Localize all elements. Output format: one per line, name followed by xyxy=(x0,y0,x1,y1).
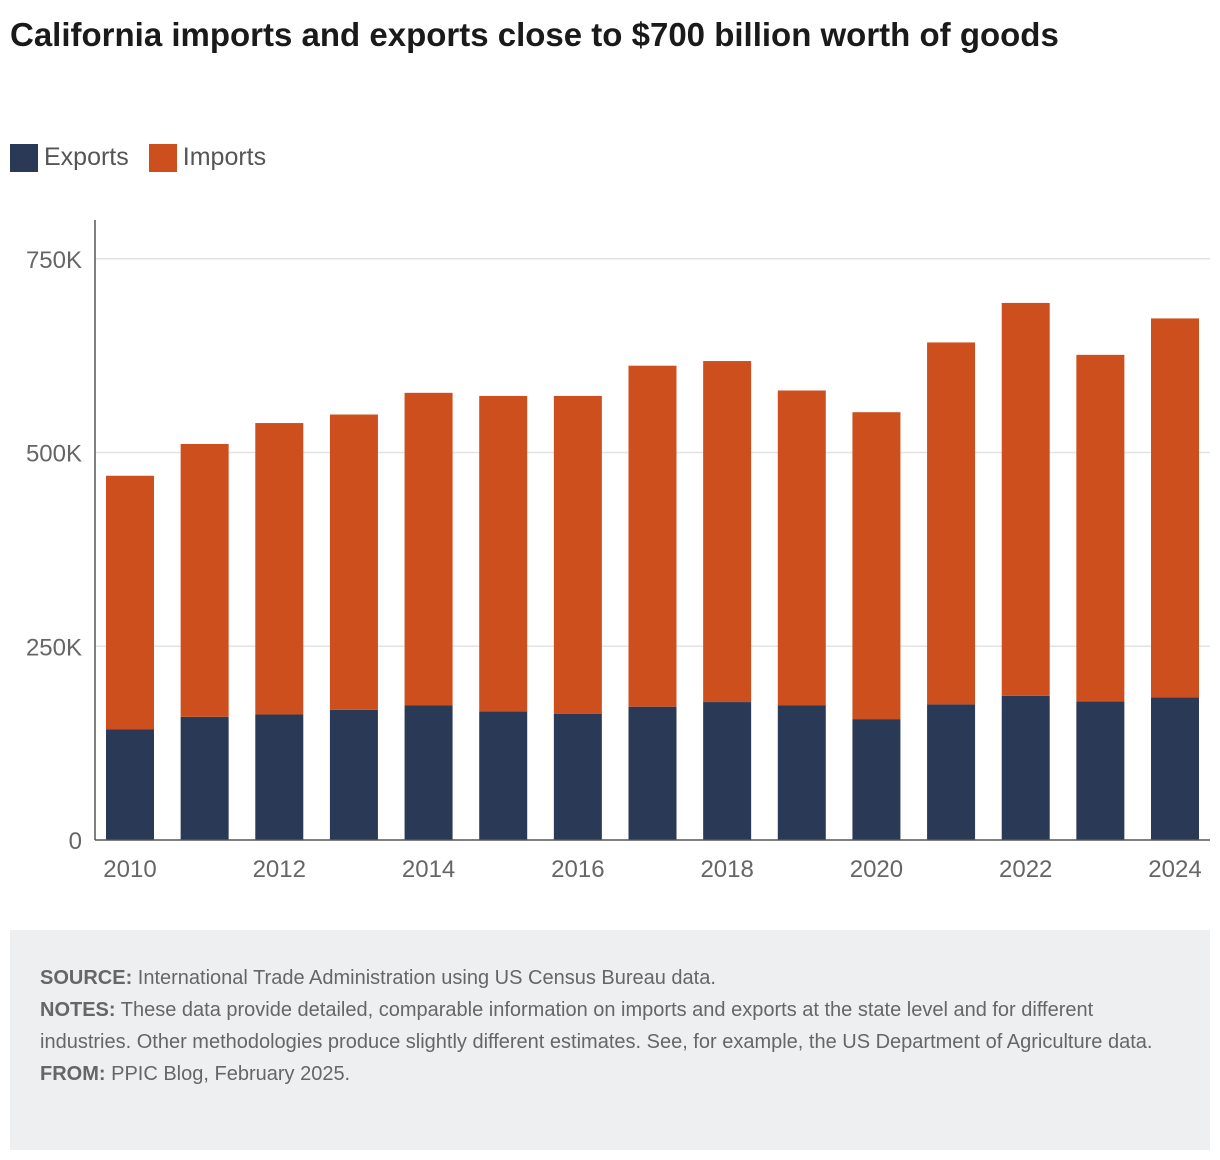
bar-imports-2024 xyxy=(1151,318,1199,698)
bar-exports-2024 xyxy=(1151,697,1199,840)
y-tick-label-500K: 500K xyxy=(26,441,82,468)
x-tick-label-2016: 2016 xyxy=(551,856,604,883)
x-tick-label-2020: 2020 xyxy=(850,856,903,883)
y-tick-label-250K: 250K xyxy=(26,634,82,661)
bar-exports-2018 xyxy=(703,702,752,840)
notes-label: NOTES: xyxy=(40,999,116,1021)
bar-exports-2017 xyxy=(628,706,677,840)
legend-swatch-exports xyxy=(10,143,38,172)
bar-imports-2023 xyxy=(1076,354,1125,702)
y-tick-label-750K: 750K xyxy=(26,247,82,274)
bar-imports-2019 xyxy=(777,390,826,706)
bar-exports-2010 xyxy=(106,729,154,840)
legend-item-imports[interactable]: Imports xyxy=(148,143,267,172)
bar-exports-2016 xyxy=(553,713,602,840)
bar-imports-2014 xyxy=(404,392,453,706)
notes-text: These data provide detailed, comparable … xyxy=(40,999,1153,1053)
bar-exports-2020 xyxy=(852,719,901,840)
x-tick-label-2012: 2012 xyxy=(253,856,306,883)
chart-notes: SOURCE: International Trade Administrati… xyxy=(10,930,1210,1150)
stacked-bar-chart: 0 250K 500K 750K 2010 2012 2014 2016 2018 2020 202… xyxy=(26,220,1210,883)
bar-imports-2015 xyxy=(479,395,528,712)
from-text: PPIC Blog, February 2025. xyxy=(105,1063,351,1085)
x-tick-label-2024: 2024 xyxy=(1148,856,1201,883)
legend-swatch-imports xyxy=(148,143,177,172)
bar-imports-2022 xyxy=(1001,302,1050,696)
legend-item-exports[interactable]: Exports xyxy=(10,143,129,172)
bar-imports-2016 xyxy=(553,395,602,714)
bar-exports-2021 xyxy=(927,704,976,840)
x-tick-label-2022: 2022 xyxy=(999,856,1052,883)
x-tick-label-2014: 2014 xyxy=(402,856,455,883)
source-text: International Trade Administration using… xyxy=(132,967,716,989)
bar-imports-2013 xyxy=(329,414,378,710)
source-line: SOURCE: International Trade Administrati… xyxy=(40,962,1180,994)
bar-imports-2017 xyxy=(628,365,677,707)
bar-exports-2014 xyxy=(404,705,453,840)
bar-exports-2022 xyxy=(1001,695,1050,840)
source-label: SOURCE: xyxy=(40,967,133,989)
bar-imports-2020 xyxy=(852,412,901,720)
legend-label-exports: Exports xyxy=(44,143,129,171)
legend-label-imports: Imports xyxy=(182,143,267,171)
bar-exports-2013 xyxy=(329,709,378,840)
bar-imports-2011 xyxy=(180,443,229,717)
bar-imports-2012 xyxy=(255,423,304,715)
chart-title: California imports and exports close to … xyxy=(10,16,1059,53)
bar-exports-2019 xyxy=(777,705,826,840)
bar-exports-2011 xyxy=(180,716,229,840)
from-line: FROM: PPIC Blog, February 2025. xyxy=(40,1058,1180,1090)
bar-imports-2021 xyxy=(927,342,976,705)
bar-imports-2018 xyxy=(703,361,752,703)
x-tick-label-2018: 2018 xyxy=(700,856,753,883)
y-tick-label-0: 0 xyxy=(69,828,82,855)
bar-exports-2015 xyxy=(479,711,528,840)
x-tick-label-2010: 2010 xyxy=(103,856,156,883)
from-label: FROM: xyxy=(40,1063,106,1085)
bar-exports-2012 xyxy=(255,714,304,840)
notes-line: NOTES: These data provide detailed, comp… xyxy=(40,994,1180,1058)
bar-imports-2010 xyxy=(106,475,154,730)
chart-legend: Exports Imports xyxy=(10,143,286,172)
bar-exports-2023 xyxy=(1076,701,1125,840)
